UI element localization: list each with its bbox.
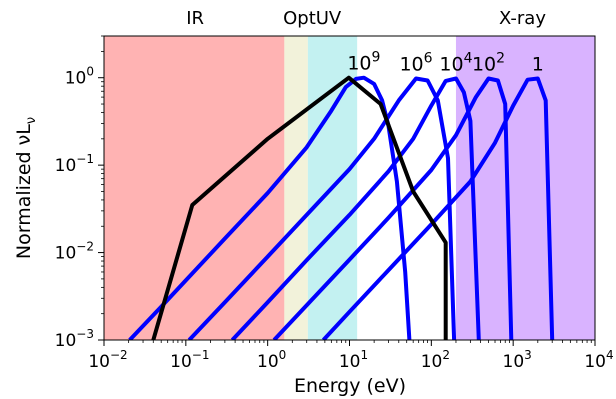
series-label-1: 106 (399, 50, 432, 75)
series-line-3 (272, 76, 514, 340)
series-line-2 (230, 76, 481, 340)
y-axis-label-main: Normalized νL (13, 124, 35, 259)
band-1 (284, 36, 308, 340)
x-axis-label: Energy (eV) (294, 375, 406, 397)
x-tick-label-3: 101 (339, 348, 368, 372)
band-title-1: OptUV (283, 8, 342, 29)
x-tick-label-2: 100 (257, 348, 286, 372)
series-line-4 (321, 76, 555, 340)
series-line-0 (128, 75, 412, 340)
series-label-3: 102 (472, 50, 505, 75)
y-axis-label-sub: ν (24, 117, 39, 124)
x-tick-label-5: 103 (503, 348, 532, 372)
series-lines (128, 75, 555, 340)
energy-bands (104, 36, 595, 340)
series-line-5 (151, 75, 448, 340)
band-0 (104, 36, 285, 340)
chart-labels: IR OptUV X-ray 109 106 104 102 1 (186, 8, 546, 75)
x-tick-label-4: 102 (421, 348, 450, 372)
y-tick-label-0: 10−3 (55, 327, 94, 351)
series-label-2: 104 (439, 50, 472, 75)
x-tick-label-0: 10−2 (88, 348, 127, 372)
band-title-2: X-ray (499, 8, 546, 29)
x-tick-label-1: 10−1 (170, 348, 209, 372)
x-tick-label-6: 104 (584, 348, 613, 372)
series-label-0: 109 (347, 50, 380, 75)
y-tick-label-3: 100 (65, 65, 94, 89)
y-axis-label: Normalized νLν (13, 117, 39, 259)
band-title-0: IR (186, 8, 204, 29)
series-label-4: 1 (532, 53, 544, 75)
y-tick-label-2: 10−1 (55, 152, 94, 176)
y-tick-label-1: 10−2 (55, 240, 94, 264)
